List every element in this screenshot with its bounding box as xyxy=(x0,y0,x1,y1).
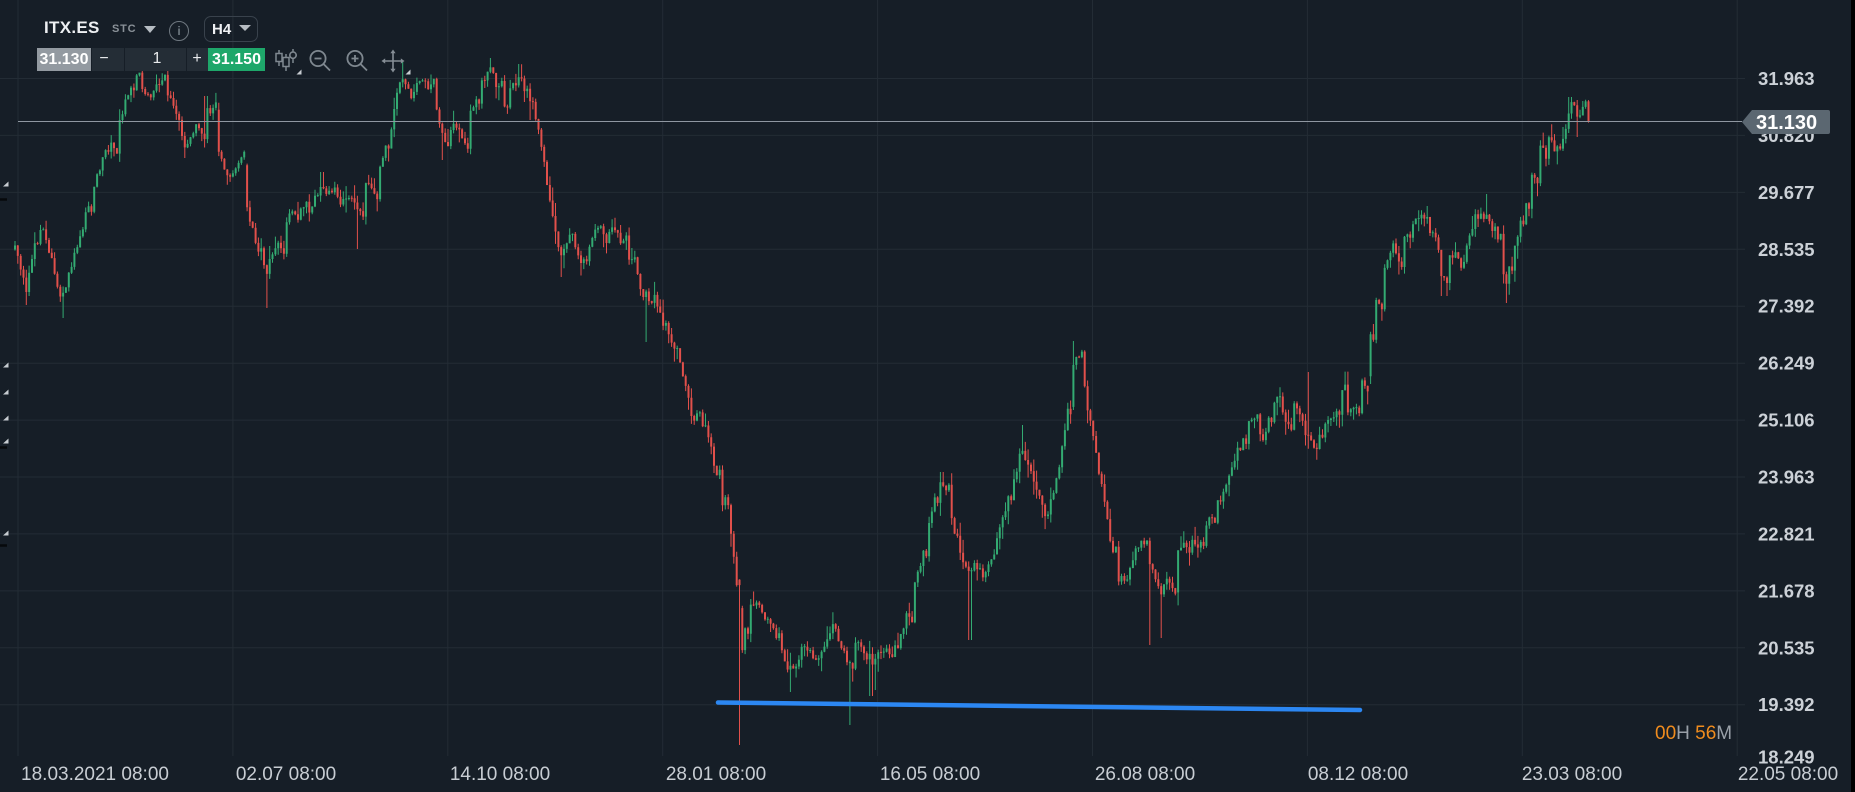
svg-text:25.106: 25.106 xyxy=(1758,410,1815,431)
svg-text:29.677: 29.677 xyxy=(1758,182,1815,203)
svg-text:31.963: 31.963 xyxy=(1758,68,1815,89)
svg-text:28.535: 28.535 xyxy=(1758,239,1815,260)
svg-text:14.10 08:00: 14.10 08:00 xyxy=(450,764,550,785)
svg-text:18.249: 18.249 xyxy=(1758,747,1815,768)
svg-text:31.130: 31.130 xyxy=(1756,112,1817,134)
svg-text:22.05 08:00: 22.05 08:00 xyxy=(1738,764,1838,785)
svg-text:23.963: 23.963 xyxy=(1758,467,1815,488)
svg-text:26.249: 26.249 xyxy=(1758,353,1815,374)
svg-text:23.03 08:00: 23.03 08:00 xyxy=(1522,764,1622,785)
svg-text:00H 56M: 00H 56M xyxy=(1655,723,1732,744)
svg-text:18.03.2021 08:00: 18.03.2021 08:00 xyxy=(21,764,169,785)
svg-text:02.07 08:00: 02.07 08:00 xyxy=(236,764,336,785)
svg-text:19.392: 19.392 xyxy=(1758,694,1815,715)
svg-text:16.05 08:00: 16.05 08:00 xyxy=(880,764,980,785)
svg-text:21.678: 21.678 xyxy=(1758,580,1815,601)
svg-text:20.535: 20.535 xyxy=(1758,637,1815,658)
svg-text:22.821: 22.821 xyxy=(1758,523,1815,544)
svg-text:27.392: 27.392 xyxy=(1758,296,1815,317)
svg-text:08.12 08:00: 08.12 08:00 xyxy=(1308,764,1408,785)
svg-text:26.08 08:00: 26.08 08:00 xyxy=(1095,764,1195,785)
svg-text:28.01 08:00: 28.01 08:00 xyxy=(666,764,766,785)
